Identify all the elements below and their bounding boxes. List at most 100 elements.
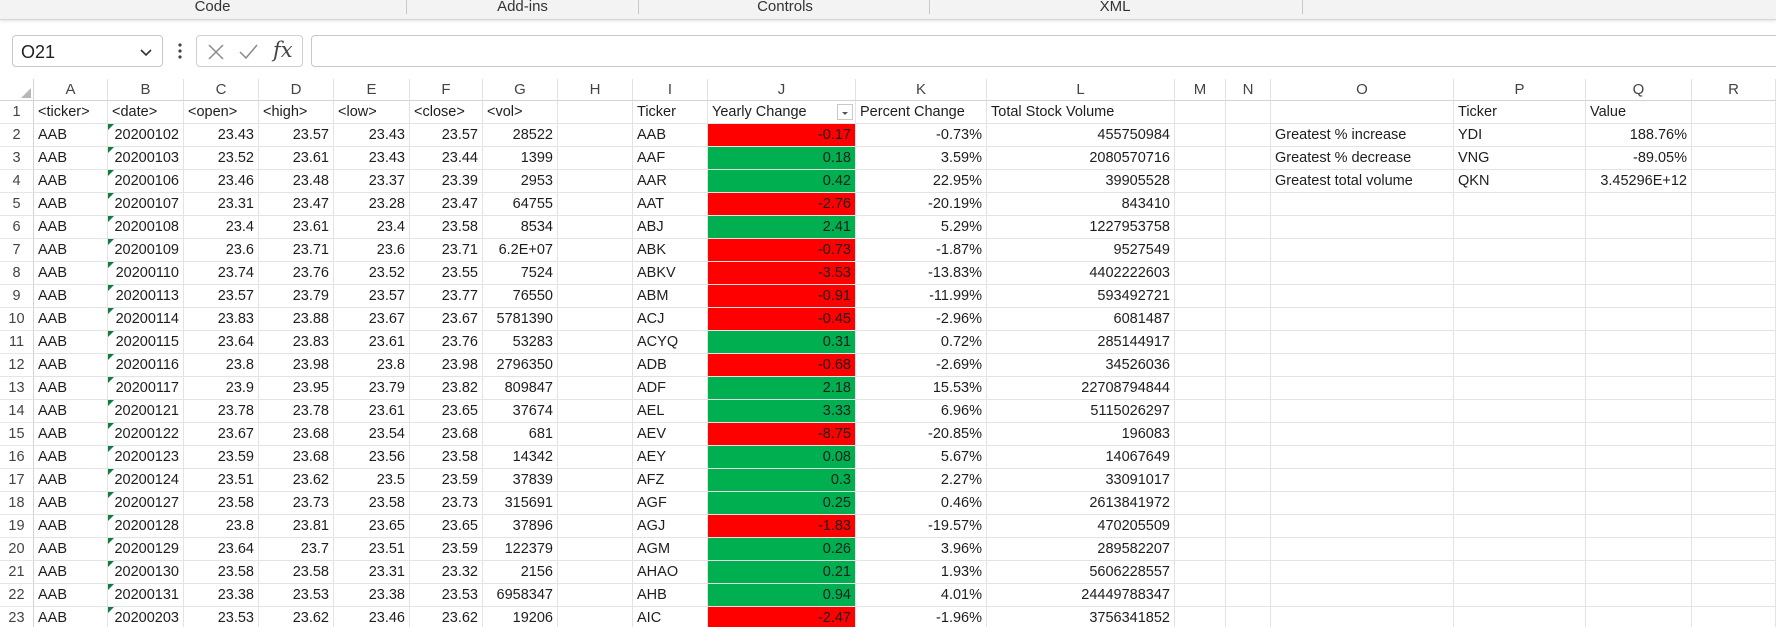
yearly-change-cell[interactable]: 0.3 [708, 469, 856, 492]
grid-cell[interactable] [1586, 538, 1692, 561]
column-header-n[interactable]: N [1226, 79, 1271, 101]
name-box[interactable]: O21 [12, 35, 163, 67]
data-cell[interactable]: 23.53 [184, 607, 259, 627]
percent-change-cell[interactable]: 5.67% [856, 446, 987, 469]
yearly-change-cell[interactable]: 0.08 [708, 446, 856, 469]
data-cell[interactable]: 23.56 [334, 446, 410, 469]
ticker-cell[interactable]: AAB [34, 400, 108, 423]
data-cell[interactable]: 23.79 [259, 285, 334, 308]
grid-cell[interactable] [1271, 492, 1454, 515]
grid-cell[interactable] [1454, 193, 1586, 216]
greatest-ticker-cell[interactable]: VNG [1454, 147, 1586, 170]
data-cell[interactable]: 23.73 [410, 492, 483, 515]
summary-ticker-cell[interactable]: ACYQ [633, 331, 708, 354]
data-cell[interactable]: 23.62 [410, 607, 483, 627]
grid-cell[interactable] [1175, 354, 1226, 377]
data-cell[interactable]: 1399 [483, 147, 558, 170]
data-cell[interactable]: 23.6 [334, 239, 410, 262]
data-cell[interactable]: 681 [483, 423, 558, 446]
date-cell[interactable]: 20200130 [108, 561, 184, 584]
data-cell[interactable]: 23.68 [259, 423, 334, 446]
data-cell[interactable]: 23.82 [410, 377, 483, 400]
data-cell[interactable]: 23.68 [410, 423, 483, 446]
column-header-a[interactable]: A [34, 79, 108, 101]
grid-cell[interactable] [1271, 216, 1454, 239]
data-cell[interactable]: 23.44 [410, 147, 483, 170]
total-volume-cell[interactable]: 4402222603 [987, 262, 1175, 285]
date-cell[interactable]: 20200122 [108, 423, 184, 446]
summary-ticker-cell[interactable]: ABK [633, 239, 708, 262]
grid-cell[interactable] [1454, 584, 1586, 607]
grid-cell[interactable] [558, 538, 633, 561]
date-cell[interactable]: 20200115 [108, 331, 184, 354]
summary-ticker-cell[interactable]: AGJ [633, 515, 708, 538]
column-header-g[interactable]: G [483, 79, 558, 101]
grid-cell[interactable] [1454, 492, 1586, 515]
summary-ticker-cell[interactable]: AAT [633, 193, 708, 216]
data-cell[interactable]: 23.57 [259, 124, 334, 147]
data-cell[interactable]: 23.98 [259, 354, 334, 377]
grid-cell[interactable] [1226, 331, 1271, 354]
formula-input[interactable] [311, 35, 1776, 67]
row-header[interactable]: 20 [0, 538, 34, 561]
grid-cell[interactable] [1586, 561, 1692, 584]
header-cell-j[interactable]: Yearly Change [708, 101, 856, 124]
data-cell[interactable]: 23.55 [410, 262, 483, 285]
greatest-value-cell[interactable]: -89.05% [1586, 147, 1692, 170]
grid-cell[interactable] [1271, 584, 1454, 607]
total-volume-cell[interactable]: 470205509 [987, 515, 1175, 538]
data-cell[interactable]: 23.38 [334, 584, 410, 607]
data-cell[interactable]: 23.5 [334, 469, 410, 492]
data-cell[interactable]: 23.58 [334, 492, 410, 515]
grid-cell[interactable] [1586, 308, 1692, 331]
grid-cell[interactable] [558, 515, 633, 538]
grid-cell[interactable] [1226, 285, 1271, 308]
summary-ticker-cell[interactable]: AEL [633, 400, 708, 423]
data-cell[interactable]: 23.59 [410, 469, 483, 492]
data-cell[interactable]: 23.88 [259, 308, 334, 331]
yearly-change-cell[interactable]: 0.42 [708, 170, 856, 193]
grid-cell[interactable] [1271, 515, 1454, 538]
total-volume-cell[interactable]: 455750984 [987, 124, 1175, 147]
row-header[interactable]: 14 [0, 400, 34, 423]
data-cell[interactable]: 23.68 [259, 446, 334, 469]
percent-change-cell[interactable]: 0.46% [856, 492, 987, 515]
grid-cell[interactable] [1271, 354, 1454, 377]
grid-cell[interactable] [1175, 124, 1226, 147]
grid-cell[interactable] [1692, 561, 1776, 584]
data-cell[interactable]: 122379 [483, 538, 558, 561]
data-cell[interactable]: 23.6 [184, 239, 259, 262]
grid-cell[interactable] [1271, 561, 1454, 584]
yearly-change-cell[interactable]: -2.76 [708, 193, 856, 216]
grid-cell[interactable] [1692, 377, 1776, 400]
header-cell-p[interactable]: Ticker [1454, 101, 1586, 124]
grid-cell[interactable] [1226, 124, 1271, 147]
data-cell[interactable]: 23.67 [410, 308, 483, 331]
data-cell[interactable]: 23.78 [259, 400, 334, 423]
data-cell[interactable]: 23.67 [184, 423, 259, 446]
grid-cell[interactable] [1692, 469, 1776, 492]
grid-cell[interactable] [1692, 400, 1776, 423]
data-cell[interactable]: 23.43 [184, 124, 259, 147]
greatest-ticker-cell[interactable]: QKN [1454, 170, 1586, 193]
total-volume-cell[interactable]: 593492721 [987, 285, 1175, 308]
data-cell[interactable]: 37674 [483, 400, 558, 423]
grid-cell[interactable] [1586, 377, 1692, 400]
data-cell[interactable]: 809847 [483, 377, 558, 400]
data-cell[interactable]: 23.52 [334, 262, 410, 285]
data-cell[interactable]: 23.59 [184, 446, 259, 469]
data-cell[interactable]: 23.7 [259, 538, 334, 561]
summary-ticker-cell[interactable]: AEV [633, 423, 708, 446]
data-cell[interactable]: 76550 [483, 285, 558, 308]
summary-ticker-cell[interactable]: AGM [633, 538, 708, 561]
grid-cell[interactable] [1454, 354, 1586, 377]
date-cell[interactable]: 20200114 [108, 308, 184, 331]
data-cell[interactable]: 23.39 [410, 170, 483, 193]
grid-cell[interactable] [558, 377, 633, 400]
grid-cell[interactable] [558, 331, 633, 354]
row-header[interactable]: 18 [0, 492, 34, 515]
grid-cell[interactable] [1175, 262, 1226, 285]
header-cell-d[interactable]: <high> [259, 101, 334, 124]
date-cell[interactable]: 20200123 [108, 446, 184, 469]
yearly-change-cell[interactable]: 0.31 [708, 331, 856, 354]
